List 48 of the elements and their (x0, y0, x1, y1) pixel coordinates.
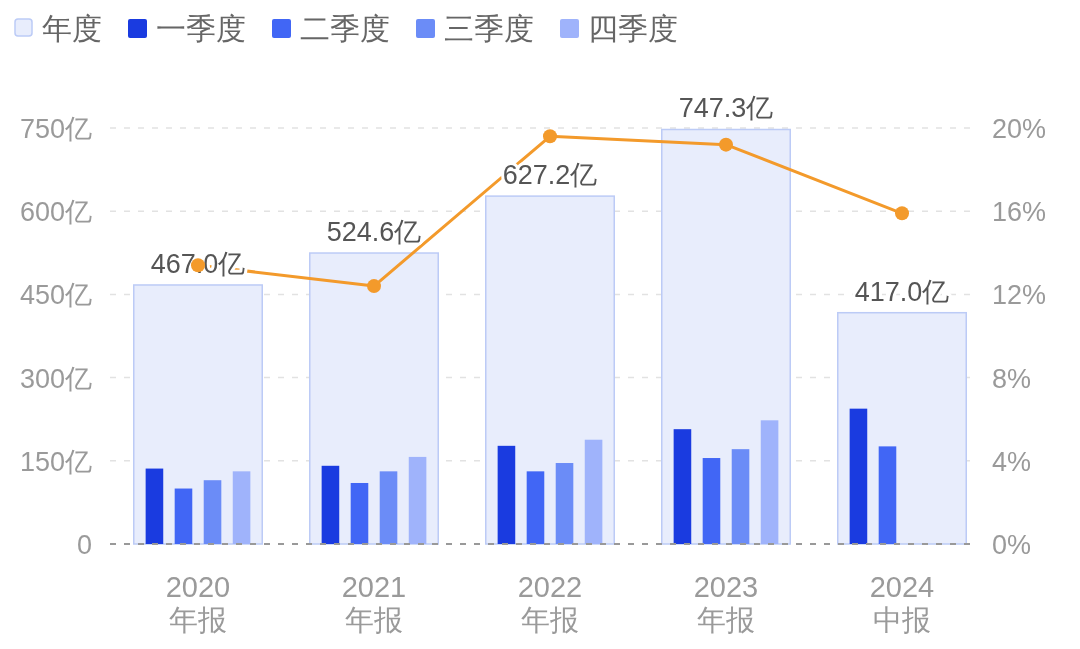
legend-label: 二季度 (300, 12, 390, 45)
y-tick-label: 300亿 (19, 363, 92, 394)
bar (673, 429, 692, 544)
point (367, 279, 381, 294)
y2-tick-label: 8% (992, 363, 1032, 394)
point (719, 137, 733, 152)
bar (350, 482, 369, 544)
bar (555, 463, 574, 544)
legend-label: 一季度 (156, 12, 246, 45)
point (895, 206, 909, 221)
bar (321, 465, 340, 544)
y2-tick-label: 4% (992, 446, 1032, 477)
y2-tick-label: 16% (992, 197, 1047, 228)
y-tick-label: 450亿 (19, 280, 92, 311)
bar (760, 420, 779, 544)
legend-label: 三季度 (444, 12, 534, 45)
y-tick-label: 750亿 (19, 114, 92, 144)
legend-label: 年度 (42, 12, 102, 45)
x-tick-label: 2022 年报 (517, 571, 583, 636)
y-tick-label: 150亿 (19, 446, 92, 477)
bar (731, 449, 750, 544)
data-label: 524.6亿 (326, 217, 422, 248)
x-tick-label: 2021 年报 (341, 571, 407, 636)
bar (702, 458, 721, 544)
y-tick-label: 600亿 (19, 197, 92, 228)
y2-tick-label: 12% (992, 280, 1047, 311)
data-label: 627.2亿 (502, 160, 598, 191)
y-tick-label: 0 (76, 530, 92, 560)
bar (878, 446, 897, 544)
bar (232, 471, 251, 544)
bar (849, 408, 868, 544)
point (543, 129, 557, 144)
bar (203, 480, 222, 544)
bar (379, 471, 398, 544)
bar (408, 456, 427, 544)
y2-tick-label: 0% (992, 530, 1032, 560)
bar (174, 488, 193, 544)
legend-label: 四季度 (588, 12, 678, 45)
data-label: 417.0亿 (854, 276, 950, 307)
data-label: 747.3亿 (678, 93, 774, 124)
x-tick-label: 2023 年报 (693, 571, 759, 636)
bar (526, 471, 545, 544)
y2-tick-label: 20% (992, 114, 1047, 144)
x-tick-label: 2024 中报 (869, 571, 935, 636)
bar (145, 468, 164, 544)
bar (584, 439, 603, 544)
x-tick-label: 2020 年报 (165, 571, 231, 636)
bar (497, 445, 516, 544)
